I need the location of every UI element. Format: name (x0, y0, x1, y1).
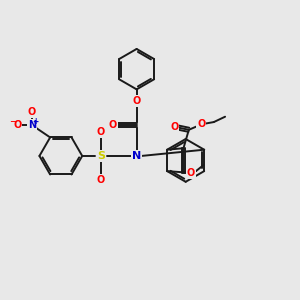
Text: −: − (9, 117, 16, 126)
Text: O: O (133, 96, 141, 106)
Text: O: O (97, 127, 105, 137)
Text: N: N (132, 151, 141, 161)
Text: O: O (109, 120, 117, 130)
Text: S: S (97, 151, 105, 161)
Text: O: O (187, 168, 195, 178)
Text: O: O (170, 122, 179, 132)
Text: O: O (13, 120, 22, 130)
Text: O: O (97, 175, 105, 185)
Text: N: N (28, 120, 36, 130)
Text: O: O (28, 107, 36, 117)
Text: +: + (33, 117, 39, 126)
Text: O: O (197, 119, 206, 129)
